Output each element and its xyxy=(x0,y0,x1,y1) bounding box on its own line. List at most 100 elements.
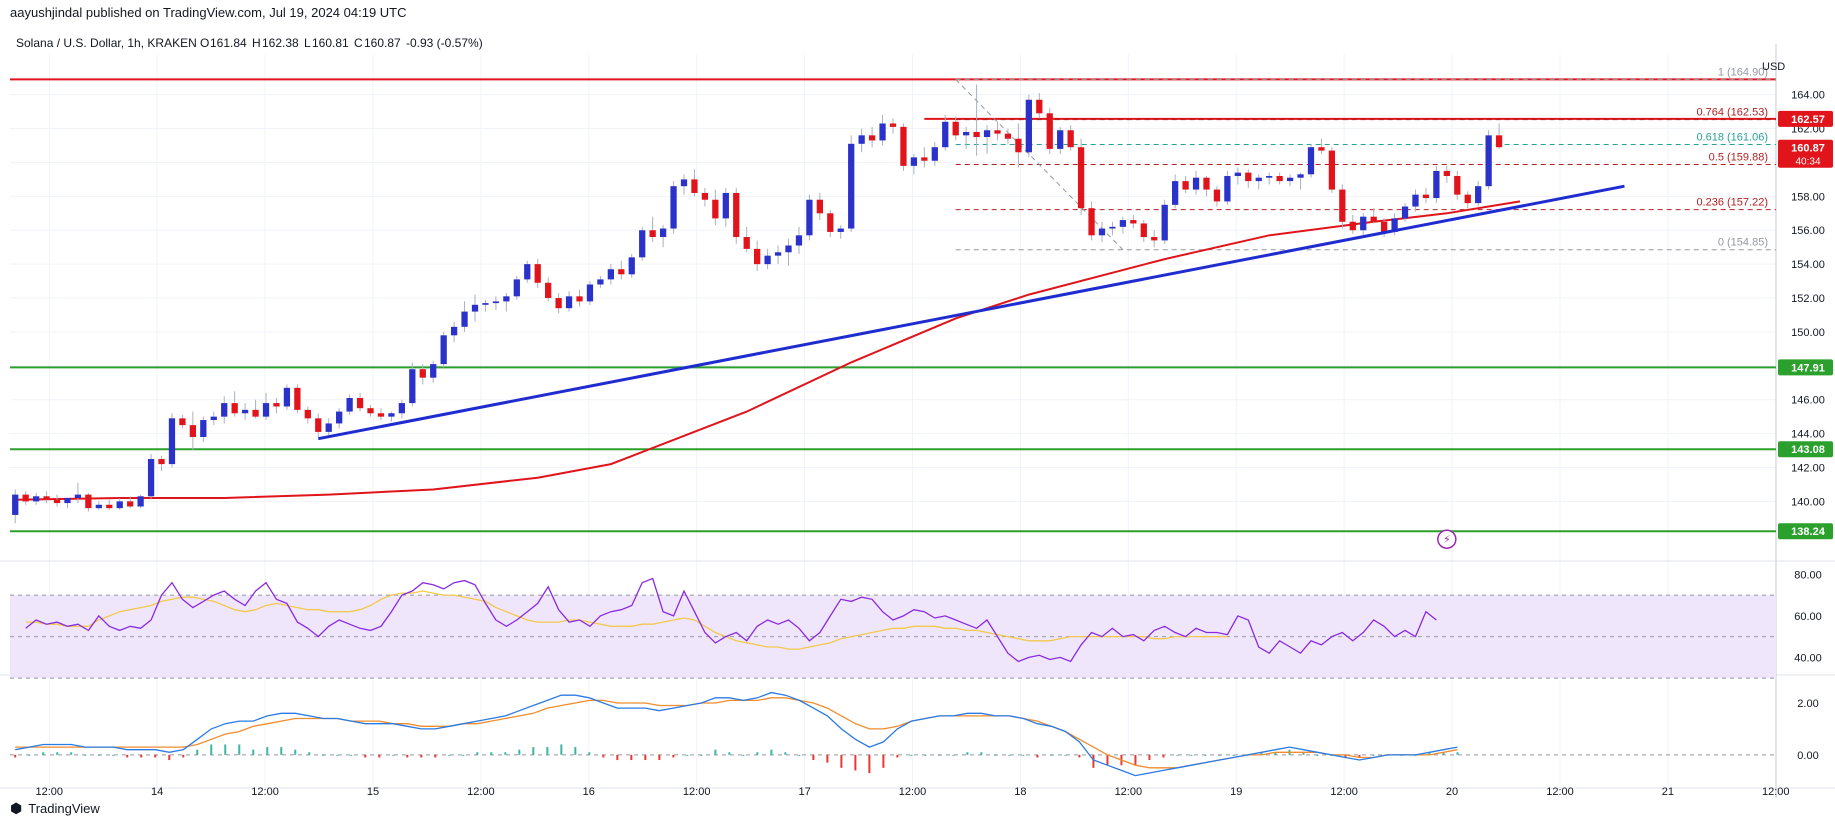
support-badge-bg xyxy=(1778,523,1833,540)
macd-histogram-bar xyxy=(770,749,773,755)
candle-body xyxy=(837,228,844,232)
macd-histogram-bar xyxy=(812,754,815,761)
price-tick-label: 150.00 xyxy=(1791,327,1825,339)
trendline[interactable] xyxy=(317,184,1625,441)
time-tick-label: 12:00 xyxy=(1115,786,1143,798)
candle-body xyxy=(545,282,552,299)
candle-body xyxy=(1318,147,1325,151)
price-axis[interactable]: 164.00162.00160.00158.00156.00154.00152.… xyxy=(1791,90,1825,762)
support-badge-label: 147.91 xyxy=(1791,362,1825,374)
candle-body xyxy=(1360,216,1367,231)
macd-signal-line xyxy=(15,697,1458,769)
macd-histogram-bar xyxy=(364,754,367,758)
candle-body xyxy=(785,245,792,253)
price-tick-label: 158.00 xyxy=(1791,191,1825,203)
candle-body xyxy=(900,126,907,166)
candle-body xyxy=(262,403,270,417)
macd-histogram-bar xyxy=(42,752,45,755)
candle-body xyxy=(1433,170,1440,199)
macd-histogram-bar xyxy=(266,747,269,755)
candle-body xyxy=(1370,216,1377,222)
candle-body xyxy=(127,501,134,507)
candle-body xyxy=(158,459,165,465)
macd-histogram-bar xyxy=(924,754,927,756)
macd-histogram-bar xyxy=(294,749,297,755)
time-axis[interactable]: 12:00 14 12:00 15 12:00 16 12:00 17 12:00 18 12:00… xyxy=(35,786,1789,798)
candle-body xyxy=(701,192,709,200)
candle-body xyxy=(1381,221,1388,232)
candle-body xyxy=(983,130,991,138)
candle-body xyxy=(461,311,468,327)
candle-body xyxy=(168,418,176,465)
rsi-band xyxy=(10,594,1776,679)
macd-histogram-bar xyxy=(378,754,381,758)
rsi-tick-label: 40.00 xyxy=(1794,652,1822,664)
candle-body xyxy=(32,496,40,502)
candle-body xyxy=(649,230,656,238)
candle-body xyxy=(1140,223,1147,238)
macd-histogram-bar xyxy=(560,744,563,755)
macd-histogram-bar xyxy=(1456,752,1459,755)
time-tick-label: 15 xyxy=(367,786,379,798)
candle-body xyxy=(377,413,385,417)
macd-histogram-bar xyxy=(1372,754,1375,756)
time-tick-label: 16 xyxy=(583,786,595,798)
candle-body xyxy=(994,130,1001,134)
price-tick-label: 144.00 xyxy=(1791,429,1825,441)
macd-line xyxy=(15,691,1458,777)
rsi-line xyxy=(25,577,1437,663)
footer-brand[interactable]: ⬢ TradingView xyxy=(10,800,100,817)
candle-body xyxy=(963,131,970,136)
last-price-badge-bg xyxy=(1778,139,1833,168)
macd-histogram-bar xyxy=(84,754,87,756)
macd-histogram-bar xyxy=(56,752,59,755)
macd-lines xyxy=(10,691,1776,777)
macd-histogram-bar xyxy=(1442,752,1445,755)
candle-body xyxy=(628,257,635,275)
candle-body xyxy=(137,496,144,507)
candle-body xyxy=(231,403,238,414)
macd-histogram-bar xyxy=(1232,754,1235,756)
candle-body xyxy=(1464,194,1471,204)
time-tick-label: 17 xyxy=(798,786,810,798)
fib-level-label: 0.236 (157.22) xyxy=(1696,197,1768,209)
candle-body xyxy=(336,411,343,424)
macd-histogram-bar xyxy=(532,747,535,755)
candle-body xyxy=(252,409,259,417)
candle-body xyxy=(1297,174,1304,178)
candle-body xyxy=(471,304,479,312)
macd-histogram-bar xyxy=(1358,754,1361,758)
candle-body xyxy=(53,499,61,504)
candle-body xyxy=(931,147,938,161)
time-tick-label: 18 xyxy=(1014,786,1026,798)
macd-histogram-bar xyxy=(938,754,941,756)
event-circle xyxy=(1437,529,1457,549)
candle-body xyxy=(179,418,186,426)
candle-body xyxy=(273,403,280,407)
candle-body xyxy=(1422,194,1430,199)
currency-label: USD xyxy=(1762,61,1785,73)
candle-body xyxy=(795,235,803,246)
candle-body xyxy=(565,296,573,309)
ema-line-path xyxy=(15,200,1521,501)
chart-area[interactable]: 1 (164.90) 0.764 (162.53) 0.618 (161.06) 0.… xyxy=(0,22,1835,798)
support-badge-bg xyxy=(1778,359,1833,376)
symbol-legend: Solana / U.S. Dollar, 1h, KRAKEN O 161.8… xyxy=(16,36,483,50)
macd-histogram-bar xyxy=(952,754,955,756)
macd-histogram-bar xyxy=(1316,754,1319,756)
macd-histogram-bar xyxy=(112,754,115,756)
candle-body xyxy=(816,199,823,214)
candle-body xyxy=(1172,181,1179,205)
candle-body xyxy=(1391,218,1398,232)
macd-histogram-bar xyxy=(546,747,549,755)
macd-histogram-bar xyxy=(854,754,857,771)
candle-body xyxy=(670,186,677,229)
candle-body xyxy=(12,494,19,515)
time-tick-label: 12:00 xyxy=(1762,786,1790,798)
candle-body xyxy=(618,269,625,275)
candle-body xyxy=(210,416,217,421)
candle-body xyxy=(1485,135,1492,187)
candle-body xyxy=(659,228,667,238)
macd-histogram-bar xyxy=(1134,754,1137,766)
macd-histogram-bar xyxy=(1050,754,1053,756)
